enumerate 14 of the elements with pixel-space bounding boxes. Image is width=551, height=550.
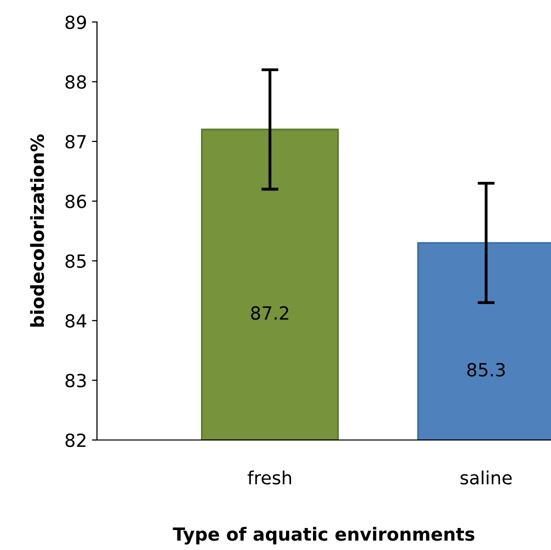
x-tick-label: fresh [248,470,292,485]
y-tick-label: 88 [66,75,86,89]
y-tick-label: 85 [66,254,86,268]
y-tick-label: 87 [66,134,86,149]
y-tick-label: 83 [66,374,86,388]
y-tick-label: 82 [66,433,86,448]
y-tick-label: 86 [66,194,86,208]
y-tick-label: 84 [66,314,86,328]
x-tick-label: saline [460,470,512,485]
y-axis-title: biodecolorization% [30,134,44,327]
x-axis-title: Type of aquatic environments [172,526,474,545]
y-tick-label: 89 [66,15,86,30]
data-label: 85.3 [467,362,505,377]
data-label: 87.2 [251,306,288,320]
